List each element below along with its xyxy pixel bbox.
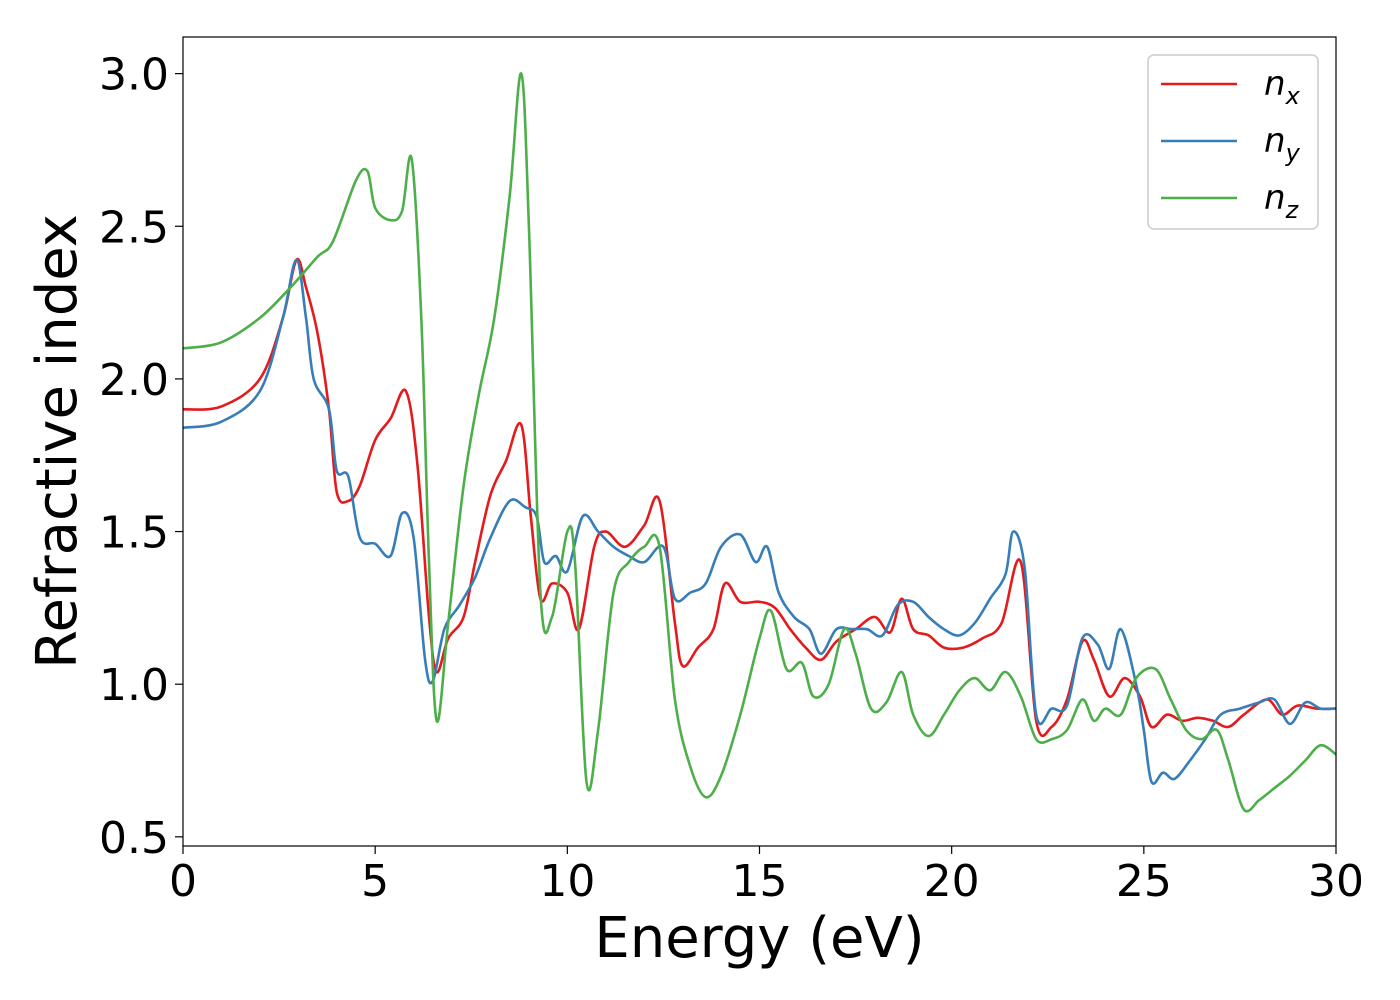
x-axis-title: Energy (eV) <box>594 906 924 971</box>
y-axis-title: Refractive index <box>25 214 90 669</box>
x-tick-label: 5 <box>361 856 389 907</box>
y-tick-label: 1.5 <box>99 508 169 559</box>
x-tick-label: 15 <box>732 856 788 907</box>
y-tick-label: 2.5 <box>99 202 169 253</box>
series-line-ny <box>182 258 1337 785</box>
x-axis: 0 5 10 15 20 25 30 <box>169 846 1364 907</box>
x-tick-label: 30 <box>1308 856 1364 907</box>
x-tick-label: 10 <box>539 856 595 907</box>
legend-label-nz: nz <box>1264 178 1300 224</box>
series-layer <box>182 72 1337 813</box>
y-tick-label: 3.0 <box>99 50 169 101</box>
x-tick-label: 0 <box>169 856 197 907</box>
legend-label-ny: ny <box>1264 121 1301 167</box>
x-tick-label: 25 <box>1116 856 1172 907</box>
y-axis: 0.5 1.0 1.5 2.0 2.5 3.0 <box>99 50 183 864</box>
y-tick-label: 0.5 <box>99 813 169 864</box>
y-tick-label: 2.0 <box>99 355 169 406</box>
series-line-nz <box>182 72 1337 813</box>
x-tick-label: 20 <box>924 856 980 907</box>
legend: nx ny nz <box>1147 54 1319 230</box>
y-tick-label: 1.0 <box>99 660 169 711</box>
series-line-nx <box>182 257 1337 738</box>
legend-label-nx: nx <box>1264 64 1301 110</box>
